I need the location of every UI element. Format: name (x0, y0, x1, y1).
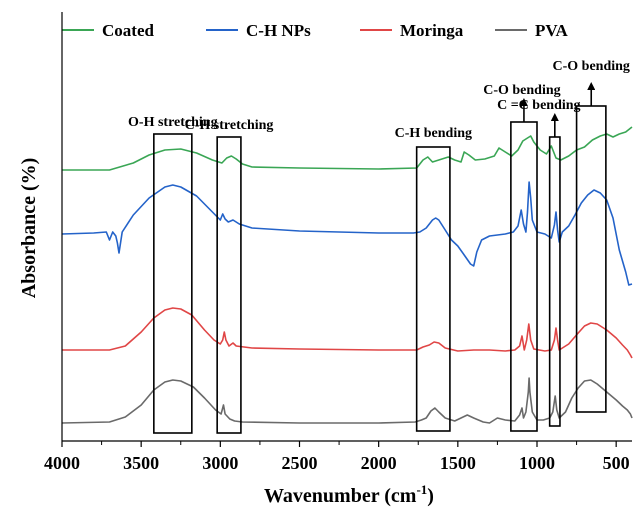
x-tick-label-3500: 3500 (123, 453, 159, 473)
series-layer (61, 126, 633, 424)
legend-label-moringa: Moringa (400, 21, 464, 40)
x-tick-label-500: 500 (603, 453, 630, 473)
series-line-c-h-nps (61, 181, 633, 286)
tick-layer: 4000 3500 3000 2500 2000 1500 1000 500 (44, 441, 630, 473)
annotation-label-3: C-O bending (483, 83, 560, 98)
legend-label-coated: Coated (102, 21, 154, 40)
series-line-coated (62, 126, 633, 171)
annotation-box-3 (510, 121, 538, 432)
x-tick-label-3000: 3000 (202, 453, 238, 473)
annotation-box-5 (575, 105, 607, 413)
x-axis-label: Wavenumber (cm-1) (264, 482, 434, 507)
plot-frame (61, 12, 632, 442)
annotation-label-0: O-H stretching (128, 115, 218, 130)
legend: Coated C-H NPs Moringa PVA (62, 21, 568, 40)
legend-label-c-h-nps: C-H NPs (246, 21, 311, 40)
y-axis-label: Absorbance (%) (18, 158, 40, 299)
x-tick-label-2000: 2000 (361, 453, 397, 473)
annotation-box-1 (216, 136, 242, 434)
legend-label-pva: PVA (535, 21, 568, 40)
annotation-label-5: C-O bending (553, 59, 630, 74)
x-tick-label-1500: 1500 (440, 453, 476, 473)
annotation-box-2 (415, 146, 451, 432)
x-axis-label-main: Wavenumber (cm (264, 485, 417, 507)
annotation-label-4: C =C bending (497, 98, 580, 113)
x-tick-label-2500: 2500 (282, 453, 318, 473)
annotation-label-2: C-H bending (395, 126, 472, 141)
series-line-pva (61, 377, 633, 424)
annotation-box-0 (153, 133, 193, 434)
x-axis-label-sup: -1 (416, 482, 427, 497)
annotation-box-4 (548, 136, 561, 427)
x-tick-label-1000: 1000 (519, 453, 555, 473)
annotation-label-1: C-H stretching (185, 118, 274, 133)
x-tick-label-4000: 4000 (44, 453, 80, 473)
x-axis-label-end: ) (427, 485, 434, 507)
series-line-moringa (62, 307, 633, 359)
